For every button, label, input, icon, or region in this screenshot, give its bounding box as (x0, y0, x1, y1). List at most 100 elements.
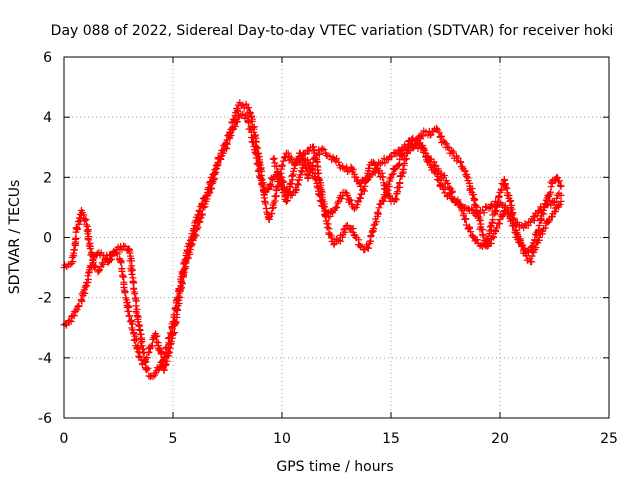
data-point (136, 326, 144, 334)
y-tick-label: 6 (43, 50, 52, 66)
data-point (233, 106, 241, 114)
data-point (170, 329, 178, 337)
data-point (502, 183, 510, 191)
data-point (269, 155, 277, 163)
data-point (437, 180, 445, 188)
x-tick-label: 10 (273, 431, 291, 447)
data-point (391, 149, 399, 157)
data-point (381, 159, 389, 167)
data-point (375, 204, 383, 212)
data-point (280, 154, 288, 162)
data-point (107, 251, 115, 259)
data-point (533, 212, 541, 220)
data-point (226, 129, 234, 137)
data-point (285, 187, 293, 195)
data-point (326, 152, 334, 160)
data-point (126, 249, 134, 257)
data-point (249, 123, 257, 131)
data-point (172, 305, 180, 313)
data-point (118, 267, 126, 275)
data-point (243, 104, 251, 112)
data-point (338, 195, 346, 203)
data-point (467, 228, 475, 236)
data-point (419, 142, 427, 150)
data-point (125, 312, 133, 320)
data-point (466, 223, 474, 231)
x-axis-label: GPS time / hours (276, 459, 393, 475)
data-point (390, 166, 398, 174)
data-point (81, 283, 89, 291)
data-point (75, 302, 83, 310)
data-point (257, 171, 265, 179)
data-point (293, 180, 301, 188)
data-point (255, 158, 263, 166)
data-point (246, 109, 254, 117)
data-point (492, 227, 500, 235)
data-point (83, 227, 91, 235)
data-point (301, 150, 309, 158)
data-point (433, 124, 441, 132)
data-point (364, 244, 372, 252)
data-point (420, 145, 428, 153)
data-points (60, 99, 565, 381)
data-point (167, 337, 175, 345)
data-point (291, 161, 299, 169)
data-point (135, 352, 143, 360)
data-point (356, 194, 364, 202)
data-point (535, 221, 543, 229)
data-point (130, 288, 138, 296)
data-point (253, 143, 261, 151)
data-point (441, 172, 449, 180)
y-tick-label: -4 (38, 351, 52, 367)
data-point (399, 152, 407, 160)
data-point (131, 336, 139, 344)
data-point (498, 213, 506, 221)
data-point (200, 203, 208, 211)
data-point (500, 206, 508, 214)
axis-ticks: 0 5 10 15 20 25 -6 -4 -2 0 2 4 6 (38, 50, 618, 447)
data-point (131, 290, 139, 298)
data-point (305, 147, 313, 155)
data-point (335, 237, 343, 245)
data-point (324, 220, 332, 228)
data-point (554, 174, 562, 182)
data-point (158, 349, 166, 357)
data-point (457, 203, 465, 211)
data-point (172, 318, 180, 326)
data-point (290, 164, 298, 172)
data-point (506, 197, 514, 205)
data-point (556, 200, 564, 208)
data-point (284, 149, 292, 157)
data-point (388, 153, 396, 161)
data-point (479, 230, 487, 238)
data-point (73, 225, 81, 233)
y-tick-label: 2 (43, 170, 52, 186)
data-point (227, 125, 235, 133)
y-tick-label: 0 (43, 231, 52, 247)
data-point (142, 358, 150, 366)
data-point (320, 146, 328, 154)
data-point (229, 115, 237, 123)
data-point (527, 218, 535, 226)
data-point (483, 243, 491, 251)
data-point (323, 223, 331, 231)
data-point (84, 226, 92, 234)
data-point (145, 349, 153, 357)
data-point (72, 307, 80, 315)
data-point (468, 205, 476, 213)
data-point (448, 187, 456, 195)
data-point (521, 220, 529, 228)
data-point (347, 196, 355, 204)
data-point (361, 174, 369, 182)
data-point (383, 188, 391, 196)
data-point (270, 154, 278, 162)
data-point (363, 173, 371, 181)
data-point (91, 264, 99, 272)
data-point (160, 366, 168, 374)
data-point (507, 197, 515, 205)
data-point (538, 216, 546, 224)
data-point (78, 297, 86, 305)
data-point (379, 173, 387, 181)
data-point (313, 182, 321, 190)
data-point (152, 333, 160, 341)
